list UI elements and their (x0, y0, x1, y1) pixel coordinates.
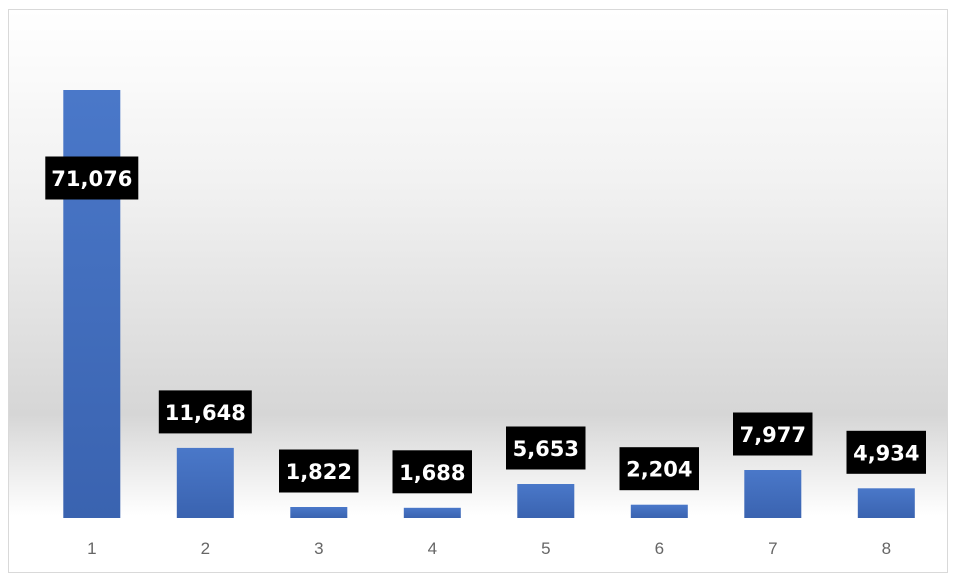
bar-3 (290, 507, 348, 518)
data-label-box-6 (619, 447, 699, 491)
data-label-box-1 (45, 156, 139, 200)
x-tick-label-5: 5 (541, 539, 550, 558)
x-tick-label-4: 4 (428, 539, 437, 558)
bar-4 (403, 507, 461, 518)
data-label-box-7 (733, 412, 813, 456)
x-tick-label-7: 7 (768, 539, 777, 558)
x-tick-label-2: 2 (201, 539, 210, 558)
x-tick-label-3: 3 (314, 539, 323, 558)
data-label-6: 2,204 (626, 458, 692, 482)
data-label-7: 7,977 (740, 423, 806, 447)
data-label-box-3 (279, 449, 359, 493)
data-label-1: 71,076 (51, 167, 132, 191)
data-label-3: 1,822 (286, 460, 352, 484)
bar-8 (857, 488, 915, 518)
x-tick-label-1: 1 (87, 539, 96, 558)
data-label-8: 4,934 (853, 441, 919, 465)
data-label-5: 5,653 (513, 437, 579, 461)
data-label-box-8 (846, 430, 926, 474)
bar-1 (63, 90, 121, 518)
data-label-2: 11,648 (165, 401, 246, 425)
x-tick-label-8: 8 (882, 539, 891, 558)
bar-6 (630, 504, 688, 518)
bar-2 (176, 447, 234, 518)
data-label-4: 1,688 (399, 461, 465, 485)
bar-7 (744, 470, 802, 518)
bar-5 (517, 484, 575, 518)
data-label-box-5 (506, 426, 586, 470)
data-label-box-2 (158, 390, 252, 434)
x-tick-label-6: 6 (655, 539, 664, 558)
data-label-box-4 (392, 450, 472, 494)
